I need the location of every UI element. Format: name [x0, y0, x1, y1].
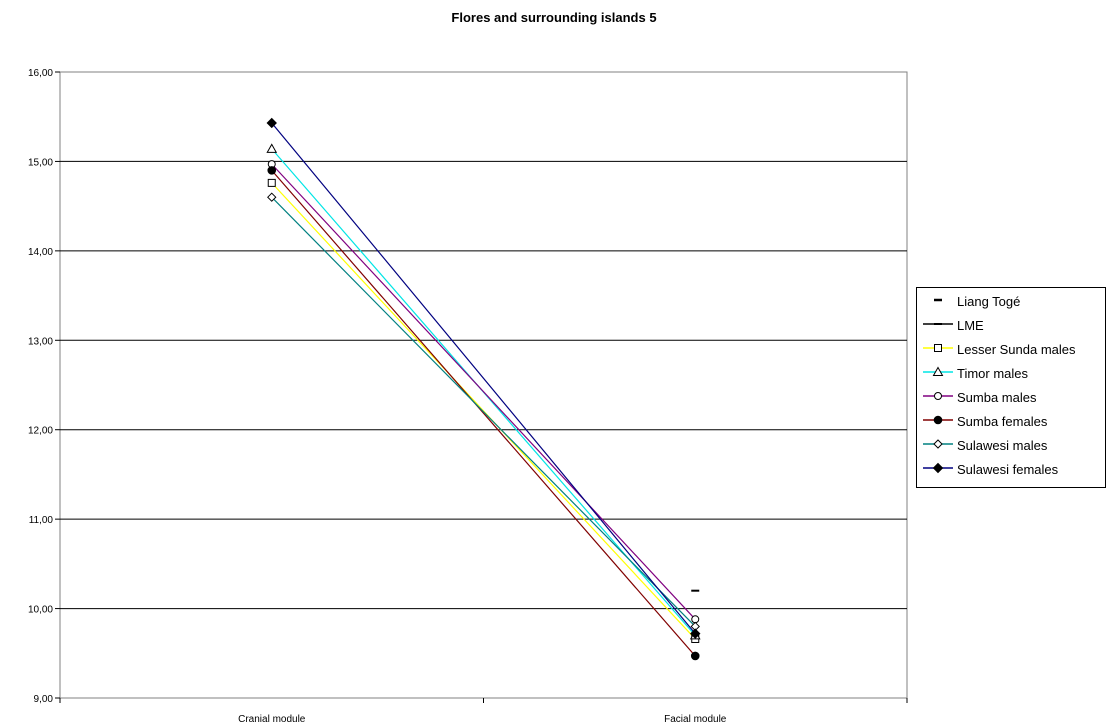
y-tick-label: 12,00 [28, 426, 53, 437]
legend-item: Sumba males [917, 387, 1105, 409]
series-7 [267, 192, 700, 632]
legend-label: Sumba males [957, 390, 1037, 405]
legend-marker [933, 439, 943, 449]
legend-swatch [923, 323, 953, 325]
chart-title: Flores and surrounding islands 5 [451, 10, 656, 25]
x-category-label: Cranial module [238, 714, 306, 725]
legend-marker [934, 344, 942, 352]
legend-item: LME [917, 315, 1105, 337]
series-line [271, 169, 696, 657]
plot-area [59, 71, 908, 699]
series-layer [266, 117, 701, 661]
y-tick-label: 9,00 [34, 694, 54, 705]
y-tick-label: 11,00 [29, 515, 54, 526]
legend-item: Sumba females [917, 411, 1105, 433]
x-category-label: Facial module [664, 714, 727, 725]
series-line [271, 182, 696, 640]
legend-item: Timor males [917, 363, 1105, 385]
data-point [267, 178, 276, 187]
legend: Liang Togé LME Lesser Sunda males Timor mal… [916, 287, 1106, 488]
y-tick-label: 13,00 [28, 336, 53, 347]
series-line [271, 122, 696, 634]
y-tick-label: 10,00 [28, 605, 53, 616]
legend-label: Timor males [957, 366, 1029, 381]
legend-marker [932, 462, 944, 474]
legend-label: Sulawesi females [957, 462, 1059, 477]
legend-label: LME [957, 318, 984, 333]
legend-label: Sumba females [957, 414, 1048, 429]
y-tick-label: 16,00 [28, 68, 53, 79]
data-point [690, 651, 700, 661]
data-point [267, 192, 277, 202]
legend-marker [933, 415, 943, 425]
series-line [271, 196, 696, 627]
data-point [266, 117, 277, 129]
data-point [690, 628, 701, 639]
series-8 [266, 117, 701, 639]
legend-marker [932, 366, 944, 376]
gridlines [60, 160, 907, 610]
legend-label: Sulawesi males [957, 438, 1048, 453]
series-6 [267, 166, 700, 661]
legend-item: Sulawesi females [917, 459, 1105, 481]
data-point [267, 166, 277, 175]
y-axis: 9,00 10,00 11,00 12,00 13,00 14,00 15,00 16,00 [28, 68, 60, 705]
legend-item: Liang Togé [917, 291, 1105, 313]
legend-swatch [923, 462, 953, 474]
legend-item: Sulawesi males [917, 435, 1105, 457]
series-5 [267, 160, 700, 624]
y-tick-label: 14,00 [28, 247, 53, 258]
legend-swatch [923, 392, 953, 400]
legend-marker [934, 392, 942, 400]
x-axis: Cranial module Facial module [59, 698, 908, 725]
series-line [271, 163, 696, 620]
legend-swatch [923, 439, 953, 449]
legend-swatch [923, 415, 953, 425]
legend-label: Lesser Sunda males [957, 342, 1076, 357]
y-tick-label: 15,00 [28, 157, 53, 168]
legend-item: Lesser Sunda males [917, 339, 1105, 361]
legend-label: Liang Togé [957, 294, 1021, 309]
data-point [266, 143, 278, 153]
legend-swatch [923, 344, 953, 352]
legend-swatch [934, 298, 942, 302]
legend-swatch [923, 366, 953, 376]
